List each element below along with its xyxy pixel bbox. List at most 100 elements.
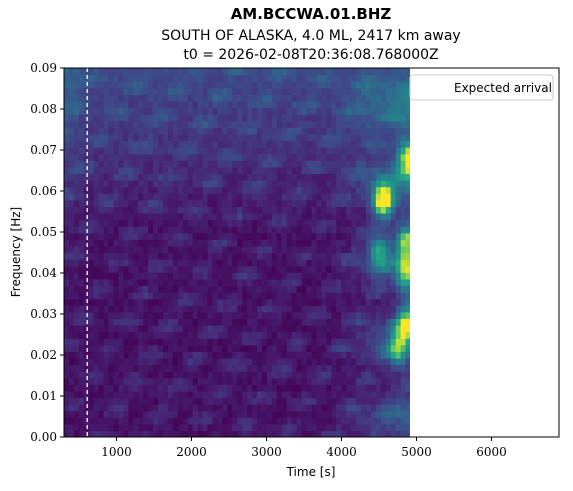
spectrogram-cell — [351, 252, 357, 260]
spectrogram-cell — [88, 107, 95, 115]
spectrogram-cell — [296, 160, 303, 168]
spectrogram-cell — [68, 74, 75, 82]
spectrogram-cell — [227, 318, 233, 326]
spectrogram-cell — [227, 384, 233, 392]
spectrogram-cell — [370, 344, 377, 352]
spectrogram-cell — [227, 338, 233, 346]
spectrogram-cell — [182, 114, 189, 122]
spectrogram-cell — [232, 410, 238, 418]
spectrogram-cell — [291, 265, 298, 273]
spectrogram-cell — [83, 344, 90, 352]
spectrogram-cell — [306, 265, 313, 273]
spectrogram-cell — [68, 305, 75, 313]
spectrogram-cell — [128, 153, 134, 161]
spectrogram-cell — [227, 364, 233, 372]
spectrogram-cell — [390, 311, 397, 319]
spectrogram-cell — [370, 94, 377, 102]
spectrogram-cell — [78, 318, 85, 326]
spectrogram-cell — [133, 212, 139, 221]
spectrogram-cell — [113, 410, 120, 418]
spectrogram-cell — [400, 397, 407, 405]
spectrogram-cell — [118, 404, 124, 412]
spectrogram-cell — [98, 245, 105, 254]
spectrogram-cell — [306, 417, 313, 425]
spectrogram-cell — [276, 133, 283, 142]
spectrogram-cell — [123, 166, 129, 175]
spectrogram-cell — [222, 114, 228, 122]
spectrogram-cell — [64, 180, 70, 188]
spectrogram-cell — [128, 384, 134, 392]
spectrogram-cell — [370, 265, 377, 273]
spectrogram-cell — [68, 259, 75, 267]
spectrogram-cell — [365, 232, 372, 240]
spectrogram-cell — [331, 166, 337, 175]
spectrogram-cell — [326, 410, 332, 418]
spectrogram-cell — [361, 186, 367, 194]
spectrogram-cell — [197, 87, 204, 95]
spectrogram-cell — [88, 404, 95, 412]
spectrogram-cell — [153, 100, 159, 109]
spectrogram-cell — [271, 133, 278, 142]
spectrogram-cell — [128, 166, 134, 175]
spectrogram-cell — [400, 114, 407, 122]
spectrogram-cell — [296, 153, 303, 161]
spectrogram-cell — [405, 390, 410, 399]
spectrogram-cell — [365, 127, 372, 135]
spectrogram-cell — [341, 94, 347, 102]
spectrogram-cell — [247, 74, 253, 82]
spectrogram-cell — [222, 219, 228, 227]
spectrogram-cell — [365, 160, 372, 168]
spectrogram-cell — [321, 239, 327, 247]
spectrogram-cell — [247, 68, 253, 76]
spectrogram-cell — [83, 384, 90, 392]
spectrogram-cell — [370, 384, 377, 392]
spectrogram-cell — [321, 410, 327, 418]
spectrogram-cell — [331, 193, 337, 201]
spectrogram-cell — [202, 127, 209, 135]
spectrogram-cell — [247, 166, 253, 175]
spectrogram-cell — [252, 87, 258, 95]
spectrogram-cell — [103, 107, 110, 115]
spectrogram-cell — [177, 285, 184, 293]
spectrogram-cell — [232, 160, 238, 168]
spectrogram-cell — [68, 364, 75, 372]
spectrogram-cell — [242, 430, 248, 437]
spectrogram-cell — [281, 127, 288, 135]
spectrogram-cell — [202, 252, 209, 260]
spectrogram-cell — [266, 180, 273, 188]
spectrogram-cell — [182, 153, 189, 161]
spectrogram-cell — [93, 357, 100, 366]
spectrogram-cell — [128, 133, 134, 142]
spectrogram-cell — [123, 338, 129, 346]
spectrogram-cell — [311, 120, 318, 128]
spectrogram-cell — [172, 140, 179, 148]
spectrogram-cell — [153, 193, 159, 201]
spectrogram-cell — [257, 81, 263, 89]
spectrogram-cell — [182, 226, 189, 234]
spectrogram-cell — [326, 81, 332, 89]
spectrogram-cell — [68, 324, 75, 333]
spectrogram-cell — [133, 305, 139, 313]
spectrogram-cell — [395, 357, 402, 366]
spectrogram-cell — [346, 404, 352, 412]
spectrogram-cell — [78, 423, 85, 432]
spectrogram-cell — [286, 311, 293, 319]
spectrogram-cell — [212, 410, 219, 418]
spectrogram-cell — [93, 186, 100, 194]
spectrogram-cell — [296, 68, 303, 76]
spectrogram-cell — [88, 423, 95, 432]
spectrogram-cell — [395, 206, 402, 214]
spectrogram-cell — [336, 212, 342, 221]
spectrogram-cell — [257, 384, 263, 392]
spectrogram-cell — [321, 318, 327, 326]
spectrogram-cell — [370, 252, 377, 260]
spectrogram-cell — [207, 199, 214, 207]
spectrogram-cell — [296, 81, 303, 89]
spectrogram-cell — [108, 324, 115, 333]
spectrogram-cell — [83, 357, 90, 366]
spectrogram-cell — [242, 94, 248, 102]
spectrogram-cell — [158, 390, 164, 399]
spectrogram-cell — [365, 166, 372, 175]
spectrogram-cell — [207, 265, 214, 273]
spectrogram-cell — [380, 259, 387, 267]
